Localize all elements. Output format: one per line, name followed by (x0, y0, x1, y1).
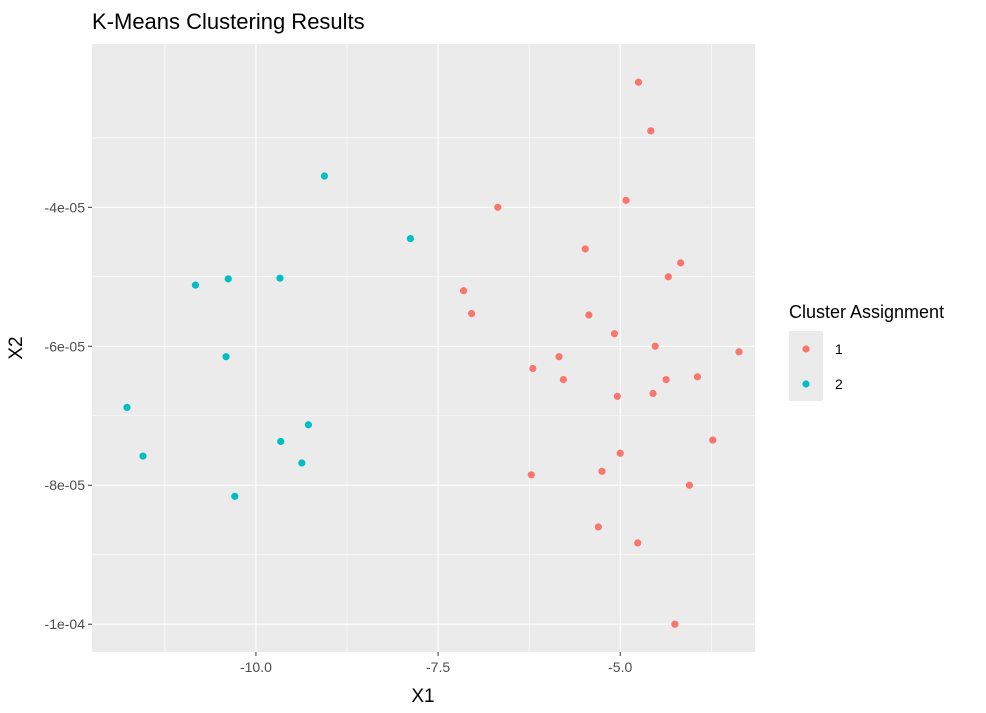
data-point-cluster-1 (693, 373, 702, 381)
data-point-cluster-1 (585, 311, 593, 319)
data-point-cluster-2 (276, 274, 284, 282)
data-point-cluster-2 (191, 281, 200, 289)
data-point-cluster-1 (616, 449, 624, 457)
data-point-cluster-1 (671, 620, 679, 628)
legend-label-cluster-2: 2 (835, 376, 843, 392)
y-axis-title: X2 (6, 336, 27, 359)
data-point-cluster-1 (677, 259, 685, 267)
data-point-cluster-1 (467, 310, 476, 318)
legend-label-cluster-1: 1 (835, 341, 843, 357)
data-point-cluster-1 (610, 330, 618, 338)
data-point-cluster-1 (662, 376, 670, 384)
legend-marker-cluster-1 (802, 345, 810, 353)
data-point-cluster-1 (647, 127, 655, 135)
data-point-cluster-1 (613, 392, 621, 400)
data-point-cluster-1 (634, 539, 642, 547)
data-point-cluster-1 (634, 78, 643, 86)
minor-gridlines (92, 44, 755, 652)
y-tick-label: -1e-04 (45, 616, 86, 632)
data-point-cluster-2 (298, 459, 306, 467)
data-point-cluster-1 (527, 471, 535, 479)
major-gridlines (92, 44, 755, 652)
plot-panel (92, 44, 755, 652)
legend-title: Cluster Assignment (789, 302, 944, 322)
data-point-cluster-2 (222, 353, 230, 361)
data-point-cluster-1 (529, 364, 537, 373)
data-point-cluster-2 (320, 172, 329, 180)
data-point-cluster-1 (594, 523, 602, 531)
data-point-cluster-1 (685, 481, 694, 489)
data-point-cluster-2 (123, 403, 131, 412)
y-tick-label: -4e-05 (45, 199, 86, 215)
legend: Cluster Assignment 1 2 (789, 302, 944, 401)
data-point-cluster-1 (709, 436, 717, 444)
data-point-cluster-2 (304, 421, 312, 429)
data-point-cluster-1 (622, 196, 630, 204)
y-tick-label: -8e-05 (45, 477, 86, 493)
x-tick-label: -5.0 (608, 659, 632, 675)
data-point-cluster-2 (231, 492, 239, 500)
data-point-cluster-1 (664, 273, 672, 281)
x-axis-title: X1 (411, 686, 434, 707)
data-point-cluster-2 (224, 275, 232, 283)
data-point-cluster-1 (555, 353, 563, 361)
legend-marker-cluster-2 (802, 380, 810, 388)
data-point-cluster-1 (598, 467, 606, 475)
chart-title: K-Means Clustering Results (92, 9, 365, 34)
data-point-cluster-2 (406, 234, 414, 243)
axis-ticks: -10.0 -7.5 -5.0 -4e-05 -6e-05 -8e-05 -1e-04 (45, 199, 633, 675)
data-point-cluster-1 (649, 389, 657, 398)
data-points (123, 78, 743, 628)
data-point-cluster-1 (494, 203, 502, 211)
data-point-cluster-1 (735, 348, 743, 356)
x-tick-label: -7.5 (426, 659, 450, 675)
x-tick-label: -10.0 (240, 659, 272, 675)
data-point-cluster-1 (651, 342, 659, 350)
data-point-cluster-1 (559, 376, 567, 384)
data-point-cluster-1 (581, 245, 589, 253)
data-point-cluster-2 (139, 452, 147, 460)
data-point-cluster-1 (459, 287, 468, 295)
data-point-cluster-2 (277, 437, 285, 446)
y-tick-label: -6e-05 (45, 338, 86, 354)
